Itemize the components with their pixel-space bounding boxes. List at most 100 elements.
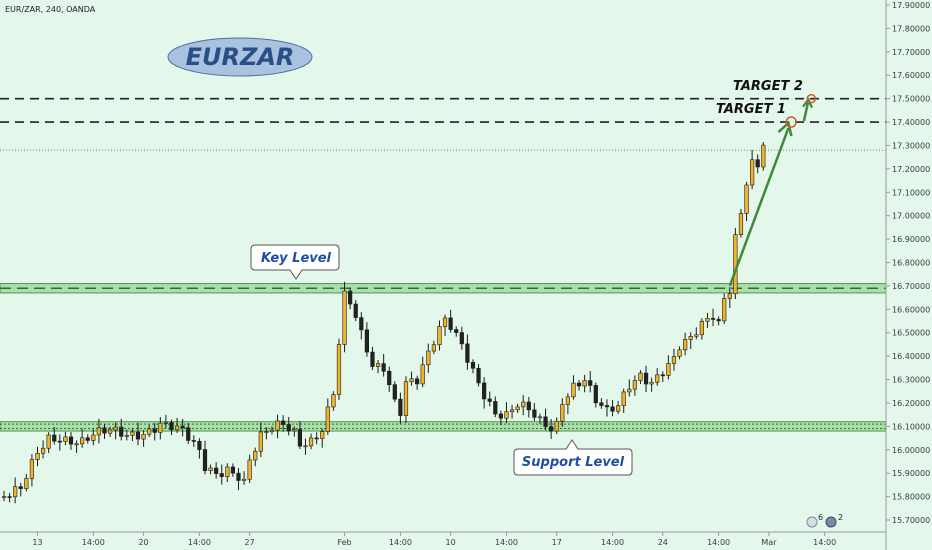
candle — [130, 428, 135, 442]
candle — [509, 404, 515, 419]
candle-body-up — [420, 364, 425, 385]
candle — [24, 473, 29, 492]
candle — [454, 326, 459, 337]
candle-body-down — [604, 405, 610, 408]
candle — [370, 346, 375, 371]
candle-body-up — [431, 344, 436, 352]
indicator-1-icon[interactable] — [806, 516, 818, 528]
candle-body-up — [688, 336, 693, 340]
candle — [241, 471, 247, 485]
candle-body-up — [292, 429, 297, 432]
projection-arrowhead-2 — [802, 97, 813, 109]
candle — [459, 326, 464, 350]
candle-body-down — [576, 382, 582, 387]
candle — [610, 399, 615, 417]
candle — [437, 320, 442, 351]
candle — [91, 429, 96, 446]
ytick-label: 17.50000 — [892, 95, 930, 104]
ytick-label: 16.70000 — [892, 282, 930, 291]
candle-body-up — [722, 298, 727, 322]
candle — [13, 477, 18, 504]
candle-body-up — [655, 374, 660, 383]
candle — [716, 316, 721, 326]
candle-body-up — [426, 350, 431, 366]
ytick-label: 17.80000 — [892, 24, 930, 33]
candle-body-up — [208, 467, 213, 472]
candle-body-down — [202, 449, 208, 472]
candle — [738, 208, 744, 238]
ytick-label: 16.60000 — [892, 305, 930, 314]
candle-body-up — [504, 411, 509, 419]
symbol-header[interactable]: EUR/ZAR, 240, OANDA — [5, 5, 96, 14]
candle-body-down — [370, 351, 375, 367]
candle — [632, 375, 637, 396]
target-1-marker — [785, 116, 797, 128]
candle-body-up — [515, 406, 520, 411]
candle-body-up — [582, 380, 587, 387]
candle-body-up — [24, 478, 29, 489]
candle-body-up — [225, 466, 230, 477]
ytick-label: 17.00000 — [892, 212, 930, 221]
candle — [1, 490, 7, 502]
candle — [415, 375, 420, 390]
candle — [493, 396, 498, 418]
xtick-label: 14:00 — [82, 538, 105, 547]
xtick-label: 27 — [245, 538, 255, 547]
candle — [420, 356, 425, 388]
key-level-label: Key Level — [261, 251, 332, 266]
candle — [320, 428, 325, 448]
candle-body-up — [275, 420, 280, 431]
candle-body-down — [52, 434, 57, 442]
candle-body-up — [331, 394, 336, 408]
indicator-icons[interactable]: 6 2 — [806, 513, 843, 528]
candle-body-down — [398, 398, 403, 416]
candle — [498, 410, 503, 426]
candle-body-up — [264, 431, 269, 433]
candle-body-up — [632, 380, 637, 390]
support-level-label: Support Level — [522, 455, 625, 470]
candle-body-up — [124, 434, 129, 437]
candle-body-up — [35, 452, 40, 460]
candle-body-down — [197, 440, 202, 450]
support-level-bubble — [513, 439, 633, 476]
candle — [722, 293, 727, 325]
candle-body-down — [230, 466, 236, 474]
price-axis[interactable]: 15.70000 15.80000 15.90000 16.00000 16.10000… — [885, 0, 930, 550]
candle — [710, 308, 716, 327]
xtick-label: Mar — [761, 538, 777, 547]
indicator-2-icon[interactable] — [825, 516, 837, 528]
time-axis[interactable]: 13 14:00 20 14:00 27 Feb 14:00 10 14:00 17 14:00 24… — [0, 531, 886, 547]
candle-body-down — [348, 290, 353, 305]
candle-body-up — [727, 293, 732, 299]
ytick-label: 17.10000 — [892, 188, 930, 197]
candle — [57, 434, 62, 451]
candle-body-down — [543, 416, 548, 427]
candle — [29, 454, 35, 487]
candle-body-up — [683, 339, 688, 351]
candle — [158, 417, 163, 440]
candle-body-down — [359, 317, 364, 331]
candle — [113, 422, 118, 440]
candle-body-up — [308, 437, 314, 447]
candle-body-up — [113, 426, 118, 431]
candle — [364, 322, 369, 357]
ytick-label: 17.20000 — [892, 165, 930, 174]
candle — [705, 312, 710, 328]
candle — [465, 334, 470, 370]
candle-body-up — [107, 429, 113, 434]
candle-body-down — [314, 437, 319, 440]
candle-body-up — [375, 363, 381, 367]
candle — [694, 327, 699, 340]
candle — [593, 382, 598, 408]
candle-body-up — [247, 459, 252, 480]
candle-body-down — [18, 486, 23, 489]
candle — [643, 365, 649, 393]
candle-body-up — [699, 320, 704, 336]
candle — [236, 468, 241, 491]
xtick-label: 14:00 — [707, 538, 730, 547]
candle — [526, 396, 531, 418]
candle — [621, 388, 626, 413]
candle-body-up — [74, 443, 79, 446]
candle — [504, 402, 509, 424]
